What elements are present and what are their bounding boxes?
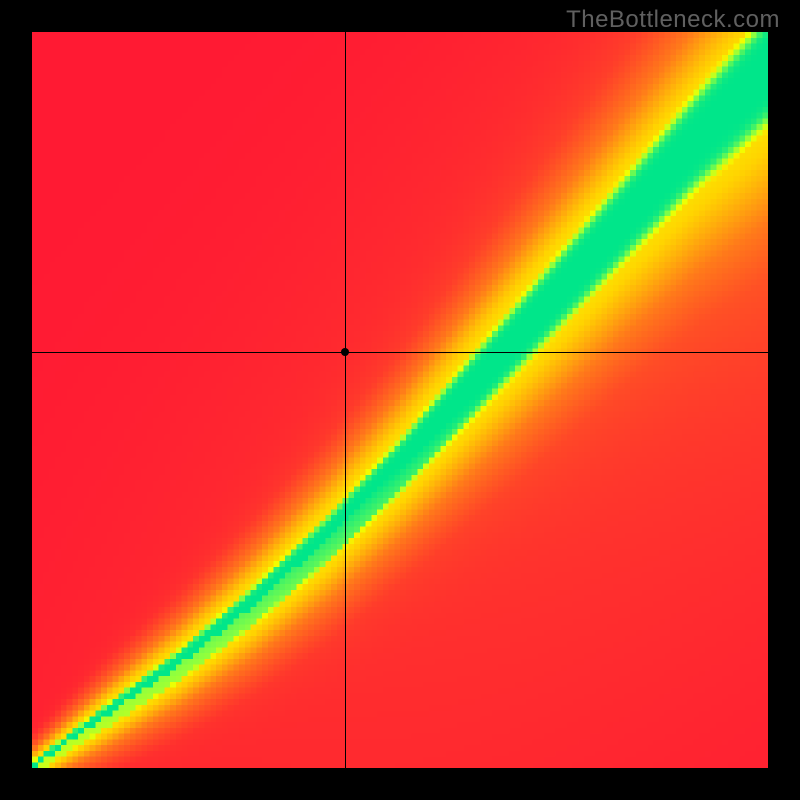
bottleneck-heatmap-canvas	[32, 32, 768, 768]
selection-dot	[341, 348, 349, 356]
watermark-label: TheBottleneck.com	[566, 6, 780, 34]
crosshair-horizontal	[32, 352, 768, 353]
crosshair-vertical	[345, 32, 346, 768]
heatmap-plot	[32, 32, 768, 768]
